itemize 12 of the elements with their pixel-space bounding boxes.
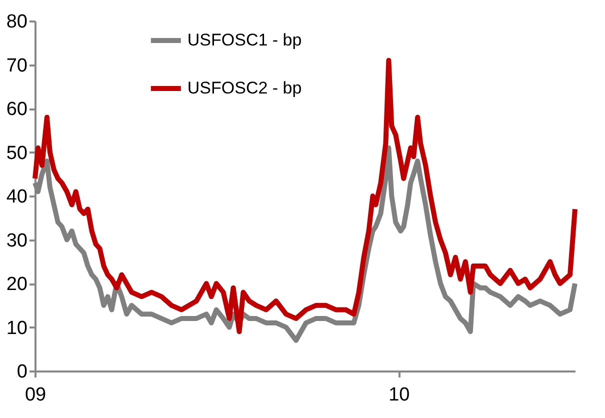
legend-label: USFOSC2 - bp — [187, 78, 302, 98]
y-tick-label: 0 — [16, 362, 28, 382]
y-tick-label: 10 — [6, 318, 28, 339]
y-tick-label: 70 — [6, 55, 28, 76]
y-tick-label: 30 — [6, 230, 28, 252]
x-tick-label: 09 — [24, 384, 46, 406]
y-tick-label: 60 — [6, 99, 28, 120]
y-tick-label: 50 — [6, 142, 28, 164]
y-tick-label: 20 — [6, 274, 28, 295]
y-tick-label: 80 — [6, 12, 28, 32]
y-tick-label: 40 — [6, 186, 28, 208]
legend-label: USFOSC1 - bp — [187, 30, 302, 50]
